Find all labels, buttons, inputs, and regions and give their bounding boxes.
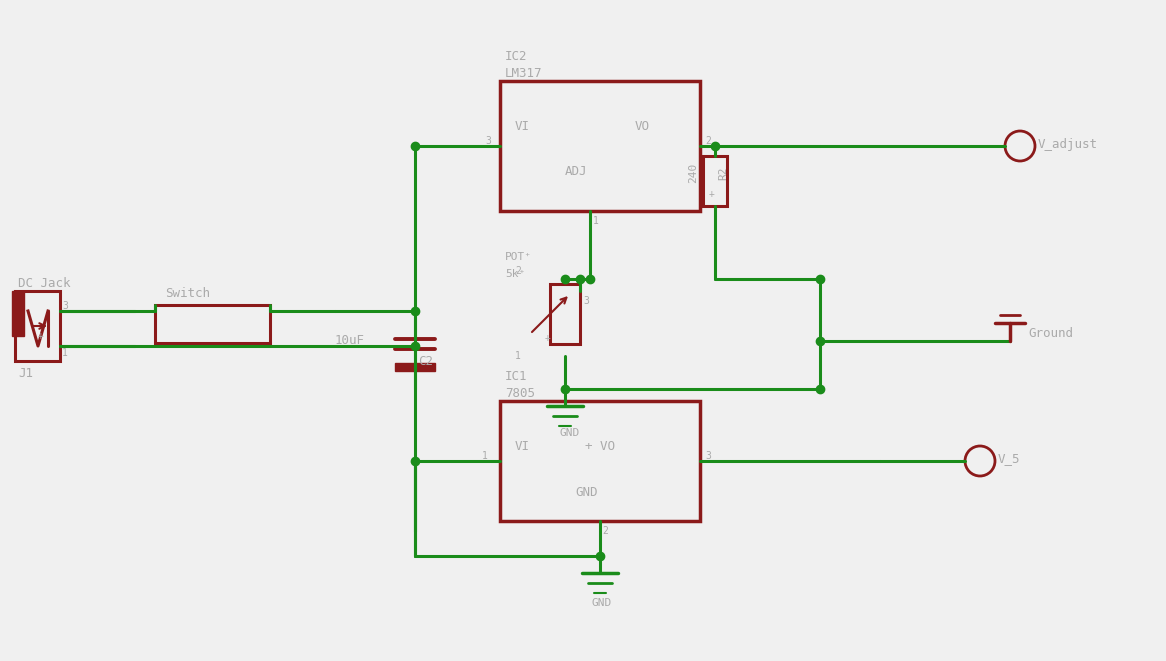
- Text: 5k⁺: 5k⁺: [505, 269, 525, 279]
- Text: Switch: Switch: [166, 286, 210, 299]
- Text: +: +: [709, 189, 715, 199]
- Text: C2: C2: [417, 354, 433, 368]
- Text: 2: 2: [602, 526, 607, 536]
- Text: J1: J1: [17, 366, 33, 379]
- Text: +: +: [38, 331, 44, 341]
- Bar: [550, 284, 580, 344]
- Text: 7805: 7805: [505, 387, 535, 399]
- Text: 3: 3: [485, 136, 491, 146]
- Text: 1: 1: [62, 348, 68, 358]
- Text: 240: 240: [688, 163, 698, 183]
- Text: GND: GND: [560, 428, 581, 438]
- Text: IC1: IC1: [505, 369, 527, 383]
- Bar: [155, 305, 271, 343]
- Text: 2: 2: [705, 136, 711, 146]
- Text: 3: 3: [583, 296, 589, 306]
- Text: DC Jack: DC Jack: [17, 276, 70, 290]
- Text: R2: R2: [718, 167, 728, 180]
- Text: V_adjust: V_adjust: [1038, 137, 1098, 151]
- Bar: [703, 156, 726, 206]
- Text: IC2: IC2: [505, 50, 527, 63]
- Text: 1: 1: [593, 216, 599, 226]
- Text: +: +: [545, 333, 550, 343]
- Bar: [15, 291, 59, 361]
- Text: VO: VO: [635, 120, 649, 132]
- Text: ADJ: ADJ: [566, 165, 588, 178]
- Bar: [500, 81, 700, 211]
- Text: 1: 1: [515, 351, 521, 361]
- Text: POT⁺: POT⁺: [505, 252, 532, 262]
- Bar: [395, 363, 435, 371]
- Text: + VO: + VO: [585, 440, 614, 453]
- Text: VI: VI: [515, 440, 531, 453]
- Text: 3: 3: [62, 301, 68, 311]
- Text: GND: GND: [575, 486, 597, 500]
- Text: 1: 1: [482, 451, 487, 461]
- Text: V_5: V_5: [998, 453, 1020, 465]
- Text: Ground: Ground: [1028, 327, 1073, 340]
- Text: VI: VI: [515, 120, 531, 132]
- Bar: [500, 401, 700, 521]
- Bar: [12, 291, 24, 336]
- Text: 10uF: 10uF: [335, 334, 365, 348]
- Text: 2: 2: [515, 266, 521, 276]
- Text: GND: GND: [592, 598, 612, 608]
- Text: LM317: LM317: [505, 67, 542, 79]
- Text: 3: 3: [705, 451, 711, 461]
